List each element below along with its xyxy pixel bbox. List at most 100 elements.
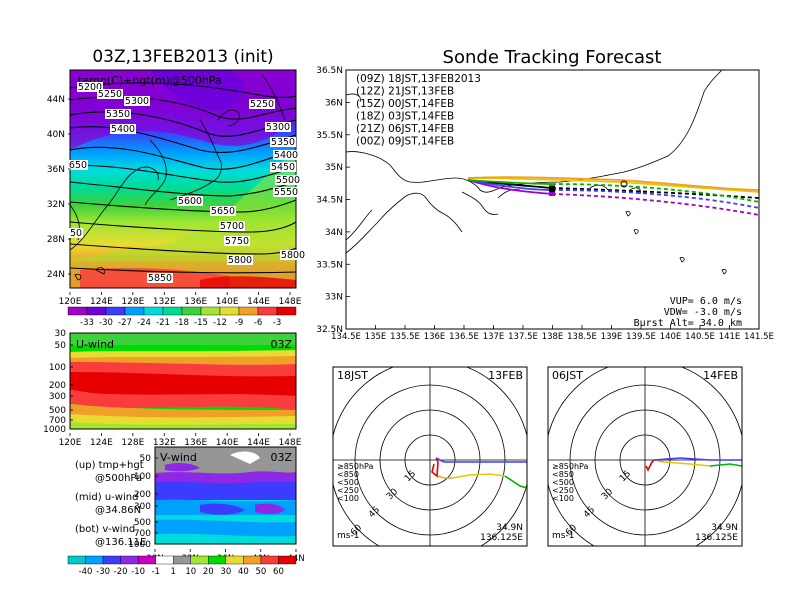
contour-label-bg	[124, 96, 150, 106]
contour-label-bg	[249, 99, 275, 109]
wind-colorbar-label: 1	[171, 567, 176, 577]
temp-x-tick: 120E	[59, 297, 82, 307]
tracking-title: Sonde Tracking Forecast	[443, 47, 662, 68]
contour-label: 5700	[220, 221, 244, 232]
uwind-y-tick: 30	[55, 329, 67, 339]
colorbar-swatch	[219, 306, 240, 316]
wind-colorbar-label: 30	[220, 567, 231, 577]
tracking-y-tick: 35N	[325, 163, 343, 173]
temp-contour-labels: 5200525053005350540052505300535054005450…	[68, 82, 306, 284]
contour-label: 5850	[148, 273, 172, 284]
temp-y-tick: 32N	[47, 200, 65, 210]
tracking-legend-entry: (12Z) 21JST,13FEB	[356, 86, 454, 98]
tracking-x-tick: 140.5E	[685, 332, 715, 342]
hodograph-level: <250	[337, 486, 359, 495]
wind-colorbar-swatch	[243, 555, 262, 565]
uwind-x-tick: 120E	[59, 438, 82, 448]
tracking-map	[346, 70, 759, 329]
contour-label-bg	[110, 124, 136, 134]
temp-map-title: 03Z,13FEB2013 (init)	[92, 47, 273, 67]
colorbar-label: -12	[213, 318, 227, 328]
hodograph-lon: 136.125E	[695, 533, 738, 543]
contour-label: 5600	[178, 196, 202, 207]
contour-label-bg	[210, 206, 236, 216]
contour-label: 5650	[211, 206, 235, 217]
uwind-x-tick: 132E	[153, 438, 176, 448]
colorbar-label: -21	[156, 318, 170, 328]
wind-colorbar-swatch	[102, 555, 121, 565]
colorbar-swatch	[124, 306, 145, 316]
uwind-label: U-wind	[76, 338, 114, 351]
contour-label: 5500	[276, 175, 300, 186]
temp-colorbar: -33 -30 -27 -24 -21 -18 -15 -12 -9 -6 -3	[67, 306, 297, 328]
tracking-vup: VUP= 6.0 m/s	[670, 296, 742, 307]
tracking-x-tick: 137E	[483, 332, 505, 342]
colorbar-label: -24	[137, 318, 151, 328]
temp-x-ticks: 120E 124E 128E 132E 136E 140E 144E 148E	[59, 292, 302, 307]
hodograph-trace	[437, 475, 452, 479]
contour-label-bg	[265, 122, 291, 132]
tracking-x-tick: 138E	[542, 332, 564, 342]
wind-colorbar-swatch	[190, 555, 209, 565]
colorbar-swatch	[86, 306, 107, 316]
vwind-y-tick: 300	[134, 502, 151, 512]
hodograph-level: ≥850hPa	[337, 462, 374, 471]
wind-colorbar-swatch	[278, 555, 297, 565]
wind-colorbar-swatch	[260, 555, 279, 565]
tracking-y-tick: 33N	[325, 293, 343, 303]
uwind-x-tick: 128E	[121, 438, 144, 448]
colorbar-label: -30	[99, 318, 113, 328]
wind-colorbar-label: -30	[96, 567, 110, 577]
hodograph-level: <100	[552, 494, 574, 503]
hodograph-trace	[504, 475, 527, 489]
tracking-x-tick: 135E	[365, 332, 387, 342]
hodograph-level: <500	[552, 478, 574, 487]
vwind-label: V-wind	[160, 451, 197, 464]
uwind-y-tick: 700	[49, 416, 66, 426]
temp-x-tick: 132E	[153, 297, 176, 307]
contour-label-bg	[273, 187, 299, 197]
hodograph-time: 06JST	[552, 369, 583, 382]
colorbar-label: -9	[235, 318, 243, 328]
contour-label-bg	[280, 250, 306, 260]
tracking-y-ticks: 36.5N 36N 35.5N 35N 34.5N 34N 33.5N 33N 32.5N	[316, 66, 350, 335]
hodograph-level: ≥850hPa	[552, 462, 589, 471]
tracking-x-tick: 136.5E	[449, 332, 479, 342]
hodograph-date: 14FEB	[703, 369, 738, 382]
panel-legend-text: (up) tmp+hgt @500hPa (mid) u-wind @34.86…	[75, 460, 146, 548]
colorbar-swatch	[276, 306, 297, 316]
hodograph-level: <100	[337, 494, 359, 503]
colorbar-swatch	[67, 306, 88, 316]
wind-colorbar-swatch	[225, 555, 244, 565]
contour-label: 5250	[250, 99, 274, 110]
contour-label: 650	[69, 160, 87, 171]
wind-colorbar-label: -20	[114, 567, 128, 577]
wind-colorbar-swatch	[67, 555, 86, 565]
contour-label: 5350	[106, 109, 130, 120]
wind-colorbar-swatch	[85, 555, 104, 565]
tracking-x-tick: 141.5E	[744, 332, 774, 342]
wind-colorbar: -40 -30 -20 -10 -1 1 10 20 30 40 50 60	[67, 555, 297, 577]
hodograph-unit: ms-1	[552, 531, 574, 541]
contour-label: 5400	[111, 124, 135, 135]
svg-text:(up) tmp+hgt: (up) tmp+hgt	[75, 460, 144, 471]
tracking-vdw: VDW= -3.0 m/s	[664, 307, 742, 318]
tracking-legend-entry: (21Z) 06JST,14FEB	[356, 123, 454, 135]
tracking-y-tick: 34N	[325, 228, 343, 238]
svg-text:@500hPa: @500hPa	[95, 473, 142, 484]
contour-label: 5400	[274, 150, 298, 161]
temp-x-tick: 124E	[90, 297, 113, 307]
tracking-x-ticks: 134.5E 135E 135.5E 136E 136.5E 137E 137.5E 138E…	[331, 325, 774, 342]
tracking-burst: Burst Alt= 34.0 km	[634, 318, 742, 329]
hodograph-frame	[547, 366, 743, 547]
hodograph-level: <500	[337, 478, 359, 487]
tracking-x-tick: 139.5E	[626, 332, 656, 342]
uwind-y-tick: 500	[49, 406, 66, 416]
hodograph-lon: 136.125E	[480, 533, 523, 543]
temp-y-ticks: 24N 28N 32N 36N 40N 44N	[47, 95, 71, 280]
uwind-y-tick: 100	[49, 363, 66, 373]
uwind-y-tick: 1000	[43, 425, 66, 435]
wind-colorbar-label: 50	[256, 567, 267, 577]
contour-label: 5450	[271, 162, 295, 173]
